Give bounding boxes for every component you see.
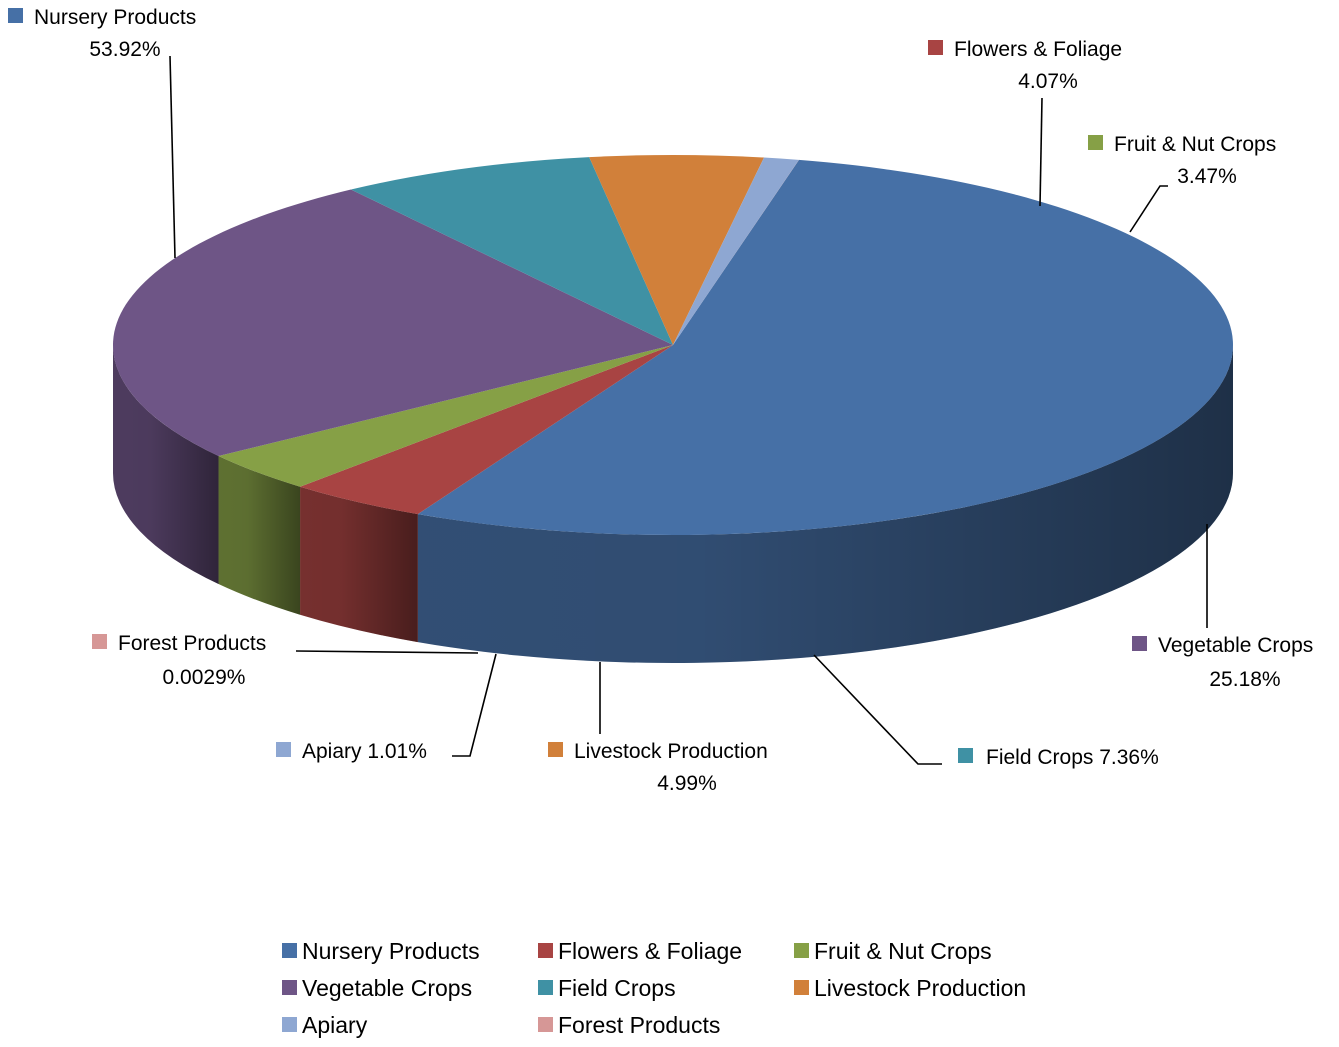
legend-item-vegetable-crops: Vegetable Crops <box>302 975 472 1001</box>
side-shading-vegetable-crops <box>113 345 219 585</box>
leader-line-forest-products <box>295 650 479 654</box>
label-swatch-field-crops <box>958 748 973 763</box>
data-label-nursery-products-value: 53.92% <box>89 38 160 61</box>
pie-tops <box>112 155 1233 535</box>
legend-swatch-fruit-and-nut-crops <box>794 943 809 958</box>
slice-field-crops <box>350 157 673 345</box>
label-swatch-flowers-and-foliage <box>928 40 943 55</box>
pie-sides <box>113 345 1233 663</box>
legend-item-field-crops: Field Crops <box>558 975 676 1001</box>
legend-item-forest-products: Forest Products <box>558 1012 720 1038</box>
slice-vegetable-crops <box>112 189 674 457</box>
data-label-apiary-name: Apiary 1.01% <box>302 740 427 763</box>
label-swatch-fruit-and-nut-crops <box>1088 135 1103 150</box>
data-label-fruit-and-nut-crops-value: 3.47% <box>1177 165 1237 188</box>
leader-line-fruit-and-nut-crops <box>1129 185 1168 233</box>
label-swatch-apiary <box>276 742 291 757</box>
slice-livestock-production <box>589 155 765 345</box>
side-shading-fruit-and-nut-crops <box>218 456 301 615</box>
leader-line-flowers-and-foliage <box>1039 97 1043 207</box>
legend-item-fruit-and-nut-crops: Fruit & Nut Crops <box>814 938 992 964</box>
data-label-field-crops-name: Field Crops 7.36% <box>986 746 1159 769</box>
data-label-livestock-production-value: 4.99% <box>657 772 717 795</box>
data-labels: Nursery Products 53.92% Flowers & Foliage 4… <box>8 6 1313 795</box>
data-label-livestock-production-name: Livestock Production <box>574 740 768 763</box>
legend-swatch-forest-products <box>538 1017 553 1032</box>
label-swatch-livestock-production <box>548 742 563 757</box>
legend-swatch-field-crops <box>538 980 553 995</box>
legend-item-livestock-production: Livestock Production <box>814 975 1026 1001</box>
data-label-vegetable-crops-value: 25.18% <box>1209 668 1280 691</box>
label-swatch-vegetable-crops <box>1132 636 1147 651</box>
legend-item-nursery-products: Nursery Products <box>302 938 480 964</box>
legend-swatch-vegetable-crops <box>282 980 297 995</box>
data-label-flowers-and-foliage-name: Flowers & Foliage <box>954 38 1122 61</box>
data-label-vegetable-crops-name: Vegetable Crops <box>1158 634 1313 657</box>
data-label-forest-products-name: Forest Products <box>118 632 266 655</box>
label-swatch-forest-products <box>92 634 107 649</box>
legend-swatch-livestock-production <box>794 980 809 995</box>
leader-lines <box>169 55 1208 765</box>
side-shading-nursery-products <box>417 345 1233 663</box>
slice-fruit-and-nut-crops <box>218 345 674 487</box>
data-label-fruit-and-nut-crops-name: Fruit & Nut Crops <box>1114 133 1276 156</box>
data-label-nursery-products-name: Nursery Products <box>34 6 196 29</box>
slice-nursery-products <box>417 159 1233 535</box>
data-label-flowers-and-foliage-value: 4.07% <box>1018 70 1078 93</box>
slice-forest-products <box>673 159 799 345</box>
legend-item-flowers-and-foliage: Flowers & Foliage <box>558 938 742 964</box>
data-label-forest-products-value: 0.0029% <box>163 666 246 689</box>
leader-line-field-crops <box>813 654 942 765</box>
legend-swatch-nursery-products <box>282 943 297 958</box>
label-swatch-nursery-products <box>8 8 23 23</box>
legend-swatch-apiary <box>282 1017 297 1032</box>
legend-swatch-flowers-and-foliage <box>538 943 553 958</box>
legend: Nursery Products Flowers & Foliage Fruit &… <box>282 938 1026 1038</box>
slice-flowers-and-foliage <box>300 345 673 515</box>
legend-item-apiary: Apiary <box>302 1012 368 1038</box>
slice-apiary <box>673 157 799 345</box>
leader-line-apiary <box>452 653 497 757</box>
side-shading-flowers-and-foliage <box>300 486 418 643</box>
leader-line-nursery-products <box>169 55 176 259</box>
